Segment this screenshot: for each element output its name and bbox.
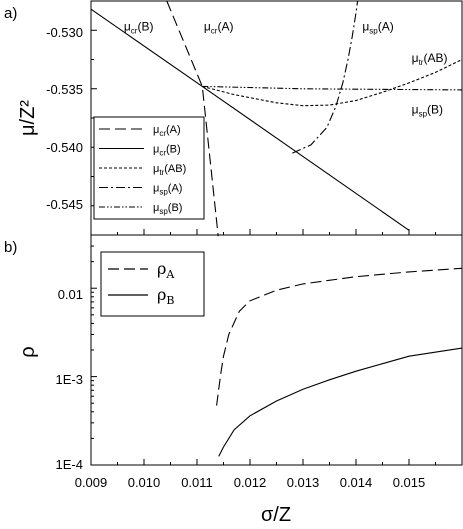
x-axis-title: σ/Z bbox=[261, 504, 291, 526]
x-tick-label: 0.013 bbox=[287, 475, 320, 490]
panel-a-y-axis-title: μ/Z² bbox=[17, 100, 39, 136]
panel-a-legend-label: μtr(AB) bbox=[153, 163, 186, 177]
panel-a-curve-label: μsp(B) bbox=[412, 102, 443, 118]
panel-a-series-4 bbox=[202, 85, 463, 91]
panel-a-series-0 bbox=[166, 0, 219, 237]
x-tick-label: 0.011 bbox=[181, 475, 213, 490]
panel-b-y-axis-title: ρ bbox=[17, 346, 39, 357]
panel-b-y-tick-label: 1E-3 bbox=[56, 372, 83, 387]
panel-a-y-tick-label: -0.535 bbox=[46, 82, 83, 97]
panel-a-legend-label: μcr(B) bbox=[153, 144, 181, 158]
panel-a-legend-label: μsp(A) bbox=[153, 183, 182, 197]
panel-a-curve-label: μcr(B) bbox=[124, 19, 154, 35]
x-tick-label: 0.010 bbox=[128, 475, 161, 490]
panel-b-curves bbox=[216, 267, 463, 457]
tick-marks bbox=[90, 0, 463, 466]
panel-a-curves bbox=[90, 0, 463, 237]
panel-a-series-3 bbox=[292, 0, 359, 154]
panel-a-y-tick-label: -0.540 bbox=[46, 140, 83, 155]
panel-a-legend-box bbox=[93, 116, 205, 220]
x-tick-label: 0.015 bbox=[393, 475, 426, 490]
panel-b-series-0 bbox=[216, 267, 463, 406]
panel-a-label: a) bbox=[4, 5, 17, 22]
panel-b-series-1 bbox=[218, 347, 463, 457]
panel-a-curve-label: μtr(AB) bbox=[412, 51, 448, 67]
x-tick-label: 0.012 bbox=[234, 475, 267, 490]
panel-b-y-tick-label: 1E-4 bbox=[56, 457, 83, 472]
panel-a-series-2 bbox=[202, 59, 463, 107]
panel-a-y-tick-label: -0.545 bbox=[46, 197, 83, 212]
panel-a-legend: μcr(A) μcr(B) μtr(AB) μsp(A) μsp(B) bbox=[93, 116, 205, 220]
x-tick-label: 0.009 bbox=[75, 475, 108, 490]
panel-b-label: b) bbox=[4, 239, 17, 256]
panel-a-curve-label: μcr(A) bbox=[204, 19, 234, 35]
panel-a-y-tick-label: -0.530 bbox=[46, 25, 83, 40]
panel-b-legend-label: ρA bbox=[157, 259, 175, 281]
panel-a-annotations: μcr(A) μcr(B) μtr(AB) μsp(A) μsp(B) bbox=[124, 19, 448, 118]
panel-b-legend-label: ρB bbox=[157, 285, 175, 307]
panel-b-y-tick-label: 0.01 bbox=[58, 287, 83, 302]
panel-b-legend-box bbox=[100, 251, 205, 317]
x-tick-label: 0.014 bbox=[340, 475, 373, 490]
panel-a-legend-label: μcr(A) bbox=[153, 124, 181, 138]
panel-a-legend-label: μsp(B) bbox=[153, 202, 182, 216]
panel-a-curve-label: μsp(A) bbox=[362, 19, 393, 35]
panel-b-legend: ρA ρB bbox=[100, 251, 205, 317]
